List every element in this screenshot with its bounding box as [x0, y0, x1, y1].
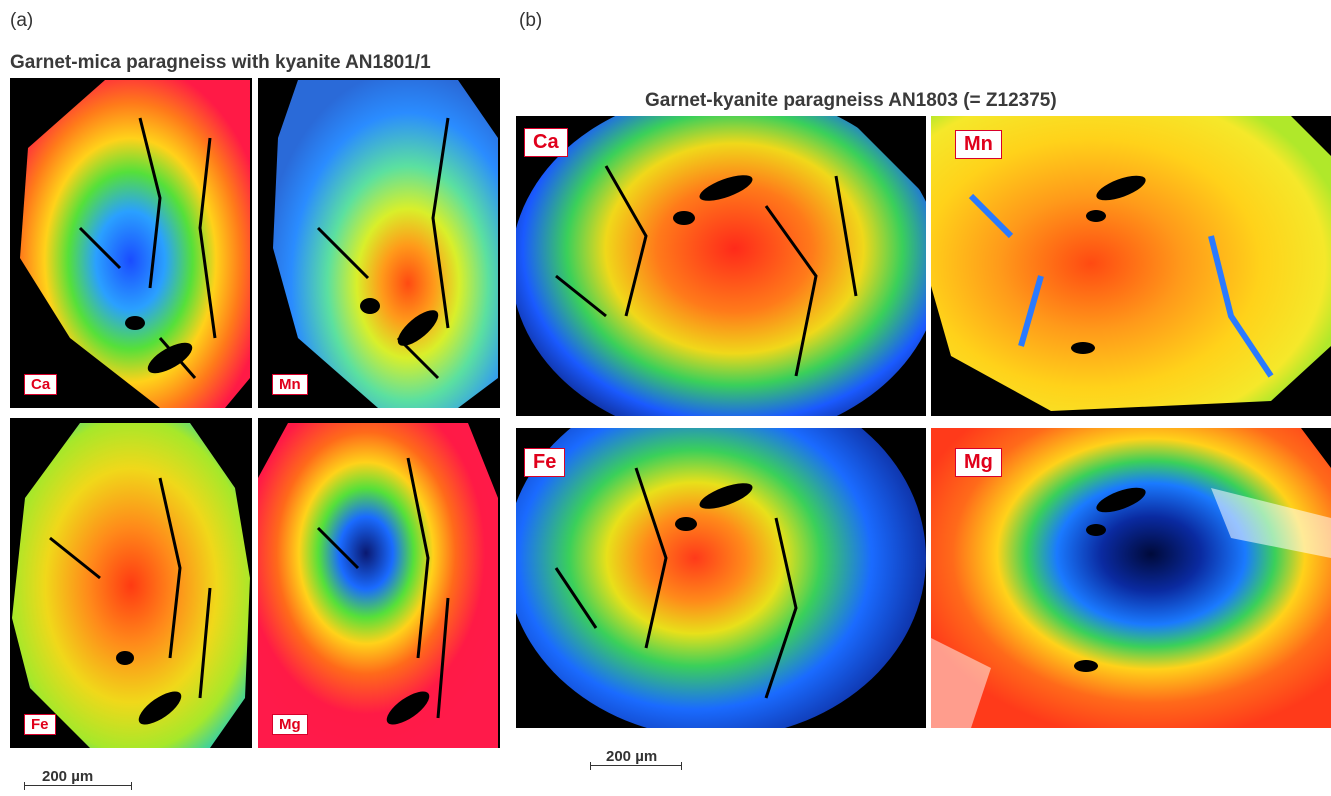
scale-bar-b-label: 200 µm [606, 748, 658, 765]
panel-b-title: Garnet-kyanite paragneiss AN1803 (= Z123… [645, 90, 1057, 111]
scale-bar-a: 200 µm [20, 768, 136, 792]
scale-bar-a-line [24, 782, 132, 790]
map-a-fe-label: Fe [24, 714, 56, 736]
map-a-mg: Mg [258, 418, 500, 748]
scale-bar-b: 200 µm [586, 748, 686, 772]
scale-bar-b-line [590, 762, 682, 770]
map-a-mn-label: Mn [272, 374, 308, 396]
map-a-fe: Fe [10, 418, 252, 748]
scale-bar-a-label: 200 µm [42, 768, 94, 785]
map-b-ca-label: Ca [524, 128, 568, 157]
map-b-mg-label: Mg [955, 448, 1002, 477]
map-b-mn-label: Mn [955, 130, 1002, 159]
map-b-mg: Mg [931, 428, 1331, 728]
map-a-mn: Mn [258, 78, 500, 408]
map-b-ca: Ca [516, 116, 926, 416]
map-a-ca-label: Ca [24, 374, 58, 396]
map-b-fe-label: Fe [524, 448, 566, 477]
panel-a-title: Garnet-mica paragneiss with kyanite AN18… [10, 52, 431, 73]
panel-a-letter: (a) [10, 10, 34, 31]
map-a-mg-label: Mg [272, 714, 308, 736]
panel-b-letter: (b) [519, 10, 543, 31]
map-b-fe: Fe [516, 428, 926, 728]
map-a-ca: Ca [10, 78, 252, 408]
map-b-mn: Mn [931, 116, 1331, 416]
